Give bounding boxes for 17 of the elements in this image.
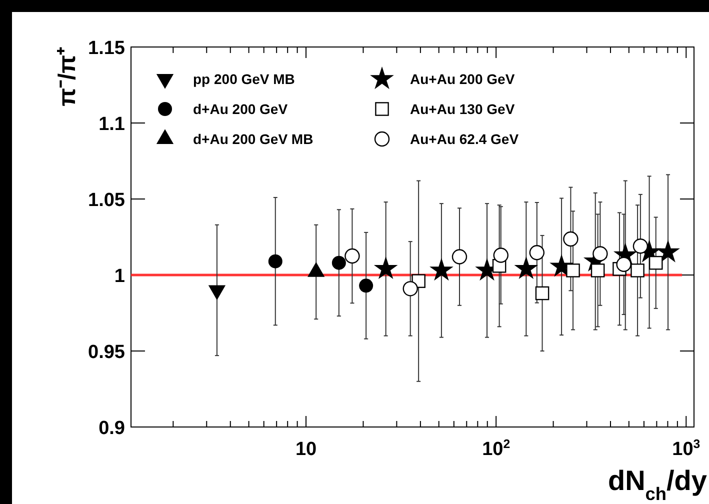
x-tick-label: 10 (295, 439, 317, 460)
legend-label: Au+Au 200 GeV (410, 71, 516, 87)
y-tick-label: 1.05 (88, 190, 126, 211)
y-tick-label: 0.95 (88, 342, 126, 363)
legend-label: d+Au 200 GeV (193, 101, 288, 117)
y-tick-label: 0.9 (98, 418, 125, 439)
legend-label: Au+Au 130 GeV (410, 101, 516, 117)
x-axis-title: dN$_{ch}$/dy (608, 465, 708, 504)
x-tick-label: 10$^{3}$ (672, 437, 700, 460)
y-tick-label: 1.15 (88, 38, 126, 59)
legend-label: pp 200 GeV MB (193, 71, 295, 87)
x-tick-label: 10$^{2}$ (482, 437, 510, 460)
legend-label: d+Au 200 GeV MB (193, 131, 314, 147)
y-axis-title: π⁻/π⁺ (54, 47, 81, 106)
legend-label: Au+Au 62.4 GeV (410, 131, 520, 147)
y-tick-label: 1 (114, 266, 126, 287)
y-tick-label: 1.1 (98, 114, 126, 135)
